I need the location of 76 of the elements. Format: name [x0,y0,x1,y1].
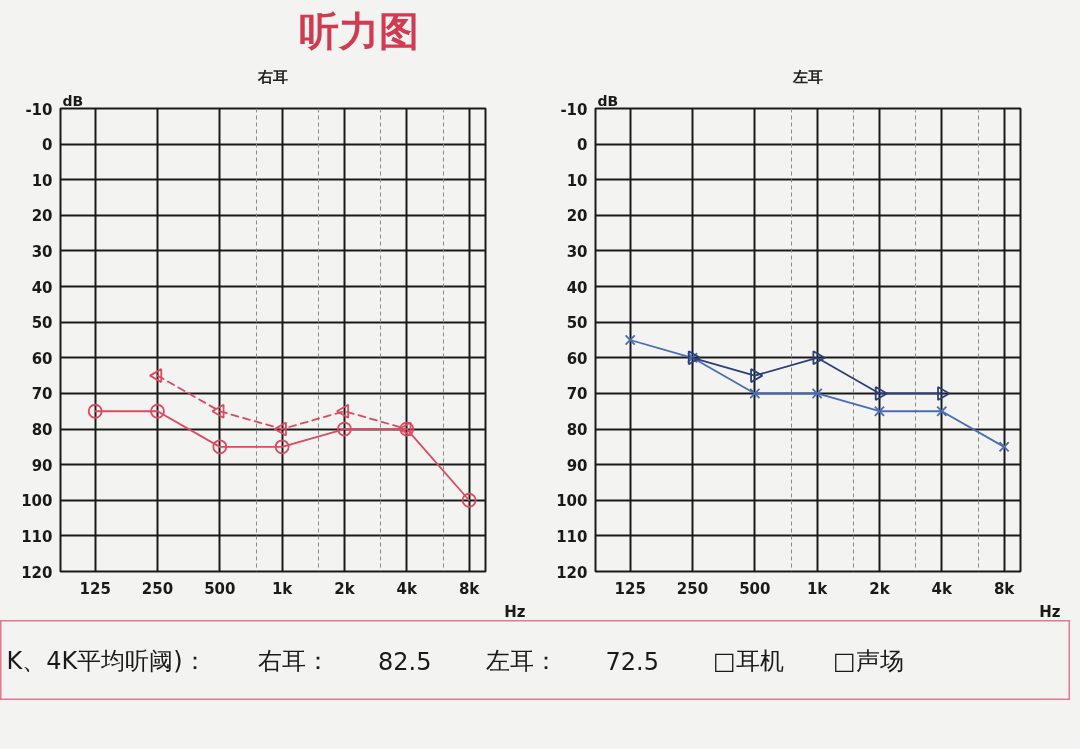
y-tick-label: 80 [566,421,588,440]
y-tick-label: 60 [566,349,588,368]
point [274,439,290,455]
point [624,334,636,346]
y-tick-label: 0 [577,136,588,155]
x-tick-label: 1k [271,579,294,598]
point [749,387,761,399]
x-tick-label: 2k [334,579,356,598]
y-tick-label: 60 [31,349,53,368]
text: □耳机 [713,646,784,675]
x-tick-label: 4k [931,579,954,598]
point [149,368,163,384]
y-tick-label: 40 [31,278,53,297]
y-tick-label: 30 [31,242,53,261]
x-axis-title: Hz [1039,602,1061,621]
point [812,350,826,366]
x-tick-label: 8k [993,579,1016,598]
y-tick-label: 50 [566,314,588,333]
y-tick-label: 110 [21,527,53,546]
y-tick-label: 70 [31,385,53,404]
y-tick-label: 70 [566,385,588,404]
chart-title: 右耳 [257,67,288,86]
x-tick-label: 500 [204,579,236,598]
y-tick-label: 40 [566,278,588,297]
x-tick-label: 2k [869,579,891,598]
x-tick-label: 8k [458,579,481,598]
y-axis-title: dB [62,92,84,109]
point [873,405,885,417]
x-tick-label: 125 [79,579,111,598]
y-tick-label: 10 [566,171,588,190]
y-tick-label: 110 [556,527,588,546]
y-tick-label: 90 [566,456,588,475]
y-axis-title: dB [597,92,619,109]
y-tick-label: 30 [566,242,588,261]
text: 左耳： [485,646,558,675]
point [273,421,287,437]
x-tick-label: 250 [676,579,709,598]
text: K、4K平均听阈)： [6,646,207,675]
point [936,405,948,417]
text: 听力图 [298,7,419,54]
x-tick-label: 4k [396,579,419,598]
point [998,441,1010,453]
point [150,403,165,419]
y-tick-label: 20 [31,207,53,226]
y-tick-label: -10 [25,100,53,119]
text: 82.5 [378,647,432,676]
x-tick-label: 125 [614,579,646,598]
y-tick-label: 100 [21,492,53,511]
point [811,387,823,399]
y-tick-label: 120 [556,563,588,582]
point [336,403,350,419]
x-tick-label: 250 [141,579,174,598]
text: 右耳： [258,646,331,675]
y-tick-label: 90 [31,456,53,475]
y-tick-label: 10 [31,171,53,190]
y-tick-label: 80 [31,421,53,440]
y-tick-label: 20 [566,207,588,226]
point [212,439,228,455]
point [874,386,888,401]
x-tick-label: 1k [806,579,829,598]
x-axis-title: Hz [504,602,526,621]
y-tick-label: 100 [556,492,588,511]
point [337,421,352,437]
y-tick-label: 50 [31,314,53,333]
x-tick-label: 500 [739,579,771,598]
text: □声场 [833,646,904,675]
point [937,386,951,401]
y-tick-label: 0 [42,136,53,155]
point [211,403,225,419]
text: 72.5 [605,647,659,676]
y-tick-label: -10 [560,100,588,119]
point [750,368,764,384]
point [461,492,477,508]
y-tick-label: 120 [21,563,53,582]
chart-title: 左耳 [792,67,823,86]
point [87,403,103,419]
